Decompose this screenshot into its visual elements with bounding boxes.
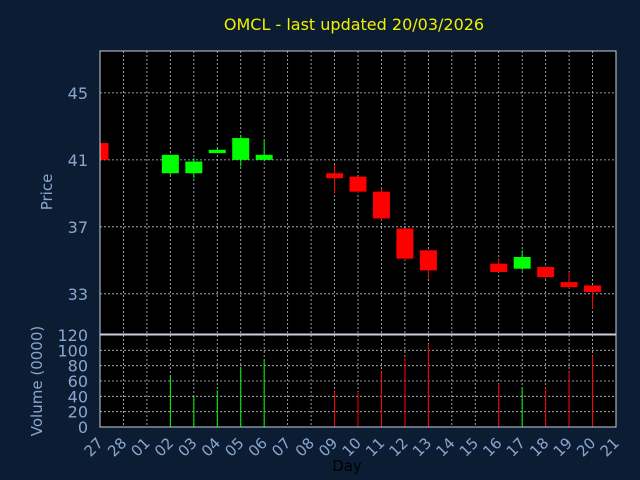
x-tick-label: 03	[174, 434, 200, 460]
x-tick-label: 11	[362, 434, 388, 460]
volume-tick-label: 60	[68, 372, 88, 391]
x-tick-label: 04	[198, 434, 224, 460]
x-tick-label: 21	[597, 434, 623, 460]
x-tick-label: 19	[550, 434, 576, 460]
volume-tick-label: 0	[78, 418, 88, 437]
price-tick-label: 33	[68, 285, 88, 304]
x-tick-label: 17	[503, 434, 529, 460]
price-y-ticks: 33 37 41 45	[68, 84, 88, 304]
candle-body	[513, 256, 531, 269]
x-tick-label: 27	[81, 434, 107, 460]
price-grid	[99, 51, 617, 334]
volume-axis-label: Volume (0000)	[28, 326, 46, 436]
x-tick-label: 13	[409, 434, 435, 460]
price-tick-label: 37	[68, 218, 88, 237]
candle-body	[396, 228, 414, 259]
candle-body	[208, 149, 226, 154]
candle-body	[185, 161, 203, 174]
chart-title: OMCL - last updated 20/03/2026	[224, 15, 484, 34]
volume-bars	[169, 344, 594, 427]
volume-tick-label: 100	[57, 341, 88, 360]
x-tick-label: 14	[432, 434, 458, 460]
x-tick-label: 01	[128, 434, 154, 460]
volume-tick-label: 120	[57, 326, 88, 345]
x-tick-label: 06	[245, 434, 271, 460]
volume-tick-label: 80	[68, 357, 88, 376]
x-axis-label: Day	[332, 457, 362, 475]
candles	[99, 134, 602, 309]
price-axis-label: Price	[38, 174, 56, 211]
candle-body	[100, 143, 109, 160]
volume-tick-label: 20	[68, 403, 88, 422]
x-tick-label: 18	[526, 434, 552, 460]
price-panel: 33 37 41 45 Price	[38, 50, 617, 335]
candle-body	[232, 138, 250, 160]
candle-body	[537, 267, 555, 278]
candle-body	[584, 285, 602, 293]
x-tick-label: 05	[221, 434, 247, 460]
price-tick-label: 41	[68, 151, 88, 170]
x-tick-label: 12	[386, 434, 412, 460]
volume-plot-frame	[99, 334, 617, 428]
candle-body	[419, 250, 437, 271]
x-tick-label: 16	[479, 434, 505, 460]
x-tick-label: 15	[456, 434, 482, 460]
x-tick-label: 02	[151, 434, 177, 460]
candle-body	[349, 176, 367, 192]
price-tick-label: 45	[68, 84, 88, 103]
candle-body	[326, 173, 344, 179]
candle-body	[490, 263, 508, 273]
x-tick-label: 28	[104, 434, 130, 460]
price-plot-frame	[99, 50, 617, 335]
candle-body	[255, 154, 273, 160]
x-tick-label: 08	[292, 434, 318, 460]
volume-tick-label: 40	[68, 387, 88, 406]
candle-body	[560, 282, 578, 288]
candle-body	[161, 154, 179, 174]
x-tick-label: 07	[268, 434, 294, 460]
x-tick-label: 20	[573, 434, 599, 460]
candle-body	[372, 191, 390, 219]
